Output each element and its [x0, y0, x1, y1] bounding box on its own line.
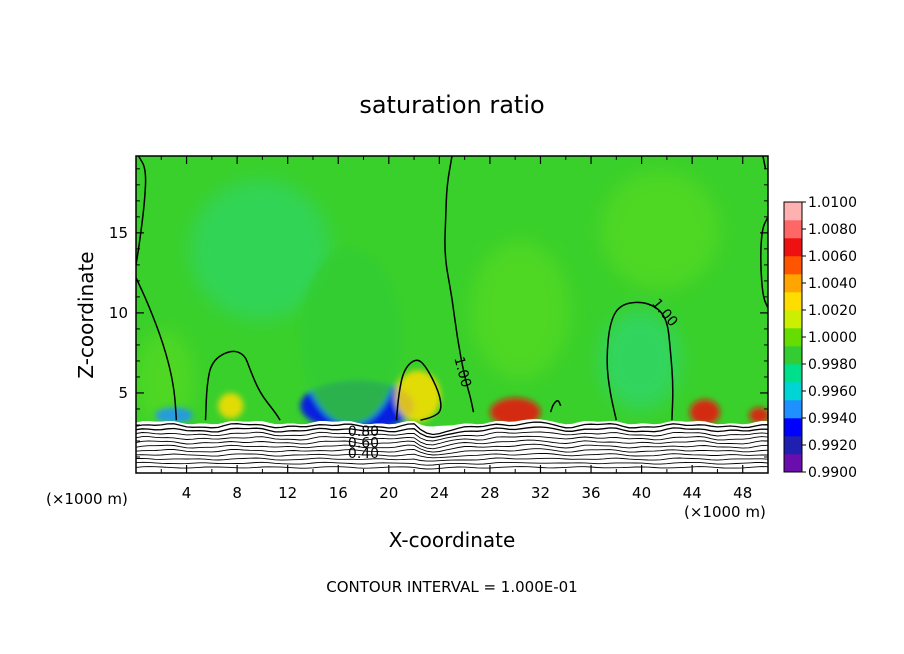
x-tick-label: 4 — [182, 484, 192, 502]
feature-low-ratio-plume — [300, 248, 402, 425]
feature-high-ratio-right-edge — [749, 407, 768, 424]
contour-label: 0.40 — [348, 446, 379, 462]
colorbar-label: 1.0040 — [808, 276, 857, 292]
contour-line-1.00 — [136, 156, 147, 266]
field-shading — [136, 170, 720, 430]
colorbar-label: 0.9900 — [808, 465, 857, 481]
contour-label: 0.60 — [348, 435, 379, 451]
x-tick-label: 24 — [430, 484, 449, 502]
colorbar-swatch — [784, 202, 802, 221]
contour-lines — [136, 156, 768, 470]
x-tick-label: 28 — [480, 484, 499, 502]
contour-interval-note: CONTOUR INTERVAL = 1.000E-01 — [326, 578, 577, 596]
colorbar-swatch — [784, 418, 802, 437]
colorbar-label: 1.0080 — [808, 222, 857, 238]
plot-frame — [135, 155, 769, 474]
contour-label: 1.00 — [450, 355, 474, 389]
colorbar: 0.9900 0.9920 0.9940 0.9960 0.9980 1.0000 1.00… — [783, 195, 857, 481]
contour-line-1.00 — [549, 400, 562, 413]
x-tick-label: 20 — [379, 484, 398, 502]
moist-band-28 — [470, 240, 570, 380]
contour-line-1.00 — [204, 350, 281, 421]
x-tick-label: 48 — [733, 484, 752, 502]
contour-line-1.00 — [136, 277, 178, 421]
x-tick-label: 16 — [329, 484, 348, 502]
contour-line-low — [136, 426, 768, 439]
y-tick-label: 10 — [109, 304, 128, 322]
contour-line-low — [136, 435, 768, 446]
colorbar-swatch — [784, 364, 802, 383]
colorbar-label: 0.9940 — [808, 411, 857, 427]
feature-high-ratio-28-32 — [489, 397, 541, 427]
colorbar-label: 1.0100 — [808, 195, 857, 211]
colorbar-swatch — [784, 274, 802, 293]
contour-line-low — [136, 431, 768, 442]
contour-line-1.00 — [760, 216, 768, 309]
dry-band-40 — [600, 310, 680, 410]
contour-line-low — [136, 457, 768, 462]
colorbar-label: 0.9920 — [808, 438, 857, 454]
y-axis: 5 10 15 — [109, 168, 768, 458]
colorbar-swatch — [784, 400, 802, 419]
contour-labels: 1.001.000.800.600.40 — [348, 296, 681, 462]
x-axis: 4 8 12 16 20 24 28 32 36 40 44 48 — [160, 156, 752, 502]
colorbar-label: 0.9960 — [808, 384, 857, 400]
colorbar-label: 1.0060 — [808, 249, 857, 265]
x-tick-label: 12 — [278, 484, 297, 502]
y-tick-label: 15 — [109, 224, 128, 242]
colorbar-swatch — [784, 220, 802, 239]
plot-area: 1.001.000.800.600.40 — [136, 156, 768, 473]
colorbar-swatch — [784, 238, 802, 257]
colorbar-swatch — [784, 328, 802, 347]
contour-line-low — [136, 452, 768, 459]
contour-line-low — [136, 466, 768, 470]
x-axis-label: X-coordinate — [389, 528, 516, 552]
colorbar-label: 0.9980 — [808, 357, 857, 373]
contour-line-low — [136, 461, 768, 466]
y-axis-label: Z-coordinate — [74, 251, 98, 378]
colorbar-swatch — [784, 382, 802, 401]
feature-moist-cell-22 — [395, 370, 441, 422]
moist-band-left — [136, 330, 195, 430]
colorbar-label: 1.0000 — [808, 330, 857, 346]
feature-high-ratio-44-46 — [689, 399, 720, 425]
colorbar-swatch — [784, 292, 802, 311]
contour-line-1.00 — [606, 301, 674, 421]
contour-line-low — [136, 421, 768, 436]
x-unit-left: (×1000 m) — [46, 490, 128, 508]
colorbar-swatch — [784, 256, 802, 275]
x-tick-label: 44 — [683, 484, 702, 502]
colorbar-swatch — [784, 436, 802, 455]
contour-label: 0.80 — [348, 424, 379, 440]
contour-line-1.00 — [444, 156, 475, 413]
x-tick-label: 32 — [531, 484, 550, 502]
contour-line-1.00 — [395, 359, 442, 421]
chart-title: saturation ratio — [359, 91, 544, 119]
dry-band-upper-left — [190, 180, 330, 320]
contour-line-low — [136, 439, 768, 450]
colorbar-label: 1.0020 — [808, 303, 857, 319]
x-tick-label: 8 — [232, 484, 242, 502]
x-tick-label: 36 — [581, 484, 600, 502]
colorbar-swatch — [784, 454, 802, 473]
moist-band-upper-right — [600, 170, 720, 290]
x-tick-label: 40 — [632, 484, 651, 502]
y-tick-label: 5 — [118, 384, 128, 402]
colorbar-swatch — [784, 346, 802, 365]
x-unit-right: (×1000 m) — [684, 503, 766, 521]
feature-moist-cell-7 — [218, 392, 244, 419]
contour-line-low — [136, 443, 768, 453]
feature-cells — [154, 248, 768, 432]
feature-low-ratio-left — [154, 407, 193, 424]
colorbar-swatch — [784, 310, 802, 329]
contour-line-low — [136, 448, 768, 456]
